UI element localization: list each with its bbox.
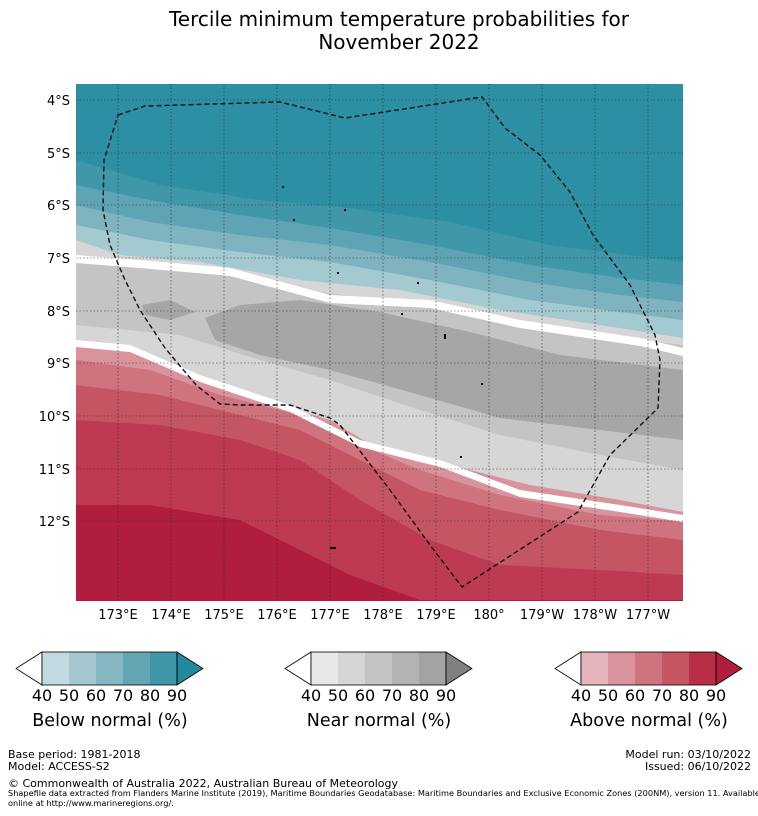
colorbar-extend-low bbox=[554, 651, 582, 686]
colorbar-segment bbox=[635, 652, 662, 685]
islands bbox=[282, 186, 483, 549]
colorbar-tick-label: 50 bbox=[58, 686, 80, 705]
colorbar-extend-high bbox=[715, 651, 743, 686]
lat-label: 9°S bbox=[47, 357, 70, 372]
lon-labels: 173°E 174°E 175°E 176°E 177°E 178°E 179°… bbox=[98, 608, 670, 623]
colorbar-tick-label: 40 bbox=[300, 686, 322, 705]
colorbar-segment bbox=[608, 652, 635, 685]
lon-label: 178°W bbox=[573, 608, 617, 623]
lat-label: 8°S bbox=[47, 305, 70, 320]
colorbar-extend-low bbox=[15, 651, 43, 686]
lat-label: 5°S bbox=[47, 147, 70, 162]
colorbar-tick-label: 50 bbox=[597, 686, 619, 705]
title-line-2: November 2022 bbox=[318, 30, 480, 54]
colorbar-extend-low bbox=[284, 651, 312, 686]
colorbar-tick-label: 70 bbox=[381, 686, 403, 705]
lon-label: 175°E bbox=[204, 608, 244, 623]
lon-label: 176°E bbox=[257, 608, 297, 623]
colorbar-tick-label: 70 bbox=[112, 686, 134, 705]
lat-label: 4°S bbox=[47, 94, 70, 109]
colorbar-segment bbox=[419, 652, 446, 685]
lat-labels: 4°S 5°S 6°S 7°S 8°S 9°S 10°S 11°S 12°S bbox=[39, 94, 70, 530]
lon-label: 180° bbox=[473, 608, 504, 623]
map-fill-layers bbox=[76, 84, 683, 601]
colorbar-segment bbox=[392, 652, 419, 685]
colorbar-extend-high bbox=[445, 651, 473, 686]
colorbar-label-below: Below normal (%) bbox=[32, 711, 188, 731]
colorbar-segment bbox=[123, 652, 150, 685]
colorbar-segment bbox=[42, 652, 69, 685]
colorbar-tick-label: 70 bbox=[651, 686, 673, 705]
colorbar-segment bbox=[662, 652, 689, 685]
colorbar-tick-label: 40 bbox=[570, 686, 592, 705]
model-name: Model: ACCESS-S2 bbox=[8, 760, 110, 773]
near-normal-dark bbox=[205, 300, 683, 440]
lat-label: 10°S bbox=[39, 410, 70, 425]
colorbar-frame bbox=[580, 651, 717, 686]
colorbar-tick-label: 80 bbox=[139, 686, 161, 705]
colorbar-frame bbox=[310, 651, 447, 686]
colorbar-segment bbox=[311, 652, 338, 685]
eez-boundary bbox=[102, 96, 661, 588]
colorbar-segment bbox=[96, 652, 123, 685]
title-line-1: Tercile minimum temperature probabilitie… bbox=[168, 7, 630, 31]
colorbar-tick-label: 60 bbox=[624, 686, 646, 705]
shapefile-credit: Shapefile data extracted from Flanders M… bbox=[8, 788, 758, 808]
colorbar-segment bbox=[365, 652, 392, 685]
issued-date: Issued: 06/10/2022 bbox=[644, 760, 751, 773]
lon-label: 177°E bbox=[310, 608, 350, 623]
lat-label: 6°S bbox=[47, 199, 70, 214]
colorbar-tick-label: 40 bbox=[31, 686, 53, 705]
lon-label: 177°W bbox=[626, 608, 670, 623]
chart-title: Tercile minimum temperature probabilitie… bbox=[0, 8, 758, 54]
below-normal-80 bbox=[76, 84, 683, 262]
white-gap-upper bbox=[76, 255, 683, 356]
copyright: © Commonwealth of Australia 2022, Austra… bbox=[8, 777, 398, 790]
colorbar-tick-label: 50 bbox=[327, 686, 349, 705]
gridlines bbox=[76, 84, 683, 601]
near-normal-dark-2 bbox=[142, 300, 195, 320]
white-gap-lower bbox=[76, 340, 683, 522]
colorbar-segment bbox=[150, 652, 177, 685]
base-period: Base period: 1981-2018 bbox=[8, 748, 141, 761]
lon-label: 174°E bbox=[151, 608, 191, 623]
model-run: Model run: 03/10/2022 bbox=[625, 748, 751, 761]
above-normal-80 bbox=[76, 510, 300, 600]
colorbar-segment bbox=[689, 652, 716, 685]
colorbar-segment bbox=[338, 652, 365, 685]
colorbar-frame bbox=[41, 651, 178, 686]
colorbar-segment bbox=[69, 652, 96, 685]
colorbar-tick-label: 90 bbox=[705, 686, 727, 705]
lon-label: 179°W bbox=[520, 608, 564, 623]
colorbar-segment bbox=[581, 652, 608, 685]
colorbar-tick-label: 90 bbox=[435, 686, 457, 705]
colorbar-tick-label: 80 bbox=[408, 686, 430, 705]
colorbars bbox=[15, 651, 743, 686]
lat-label: 12°S bbox=[39, 515, 70, 530]
colorbar-label-near: Near normal (%) bbox=[306, 711, 452, 731]
colorbar-tick-label: 80 bbox=[678, 686, 700, 705]
colorbar-tick-label: 90 bbox=[166, 686, 188, 705]
lon-label: 179°E bbox=[416, 608, 456, 623]
colorbar-extend-high bbox=[176, 651, 204, 686]
colorbar-label-above: Above normal (%) bbox=[570, 711, 728, 731]
lat-label: 11°S bbox=[39, 463, 70, 478]
colorbar-tick-label: 60 bbox=[85, 686, 107, 705]
lon-label: 173°E bbox=[98, 608, 138, 623]
lat-label: 7°S bbox=[47, 252, 70, 267]
colorbar-tick-label: 60 bbox=[354, 686, 376, 705]
lon-label: 178°E bbox=[363, 608, 403, 623]
